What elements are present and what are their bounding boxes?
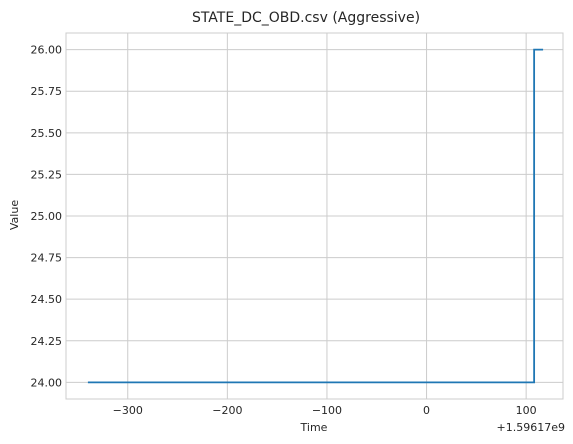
y-tick-label: 24.75 (31, 252, 63, 265)
x-axis-ticks: −300 −200 −100 0 100 (113, 404, 537, 417)
x-axis-offset-label: +1.59617e9 (497, 421, 565, 434)
y-tick-label: 25.50 (31, 127, 63, 140)
y-axis-label: Value (8, 200, 21, 230)
x-tick-label: 0 (423, 404, 430, 417)
x-axis-label: Time (300, 421, 328, 434)
x-tick-label: −200 (212, 404, 242, 417)
x-tick-label: 100 (516, 404, 537, 417)
y-tick-label: 24.00 (31, 376, 63, 389)
y-tick-label: 25.00 (31, 210, 63, 223)
series-layer (87, 48, 544, 384)
y-tick-label: 24.50 (31, 293, 63, 306)
x-tick-label: −100 (312, 404, 342, 417)
series-line (87, 48, 544, 384)
y-tick-label: 26.00 (31, 44, 63, 57)
y-axis-ticks: 24.00 24.25 24.50 24.75 25.00 25.25 25.50 25.75… (31, 44, 63, 390)
plot-frame (65, 32, 564, 400)
y-tick-label: 25.25 (31, 168, 63, 181)
x-tick-label: −300 (113, 404, 143, 417)
grid-lines (66, 33, 563, 399)
chart-title: STATE_DC_OBD.csv (Aggressive) (192, 10, 420, 26)
y-tick-label: 25.75 (31, 85, 63, 98)
y-tick-label: 24.25 (31, 335, 63, 348)
